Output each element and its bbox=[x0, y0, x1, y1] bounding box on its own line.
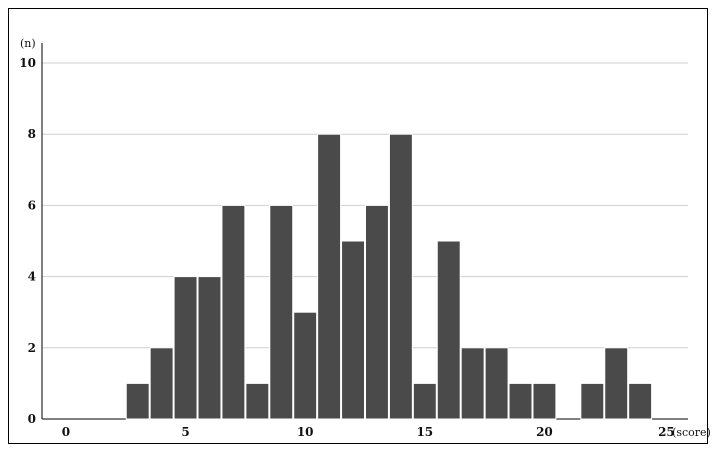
bar-score-18 bbox=[484, 347, 509, 420]
y-tick-label-2: 2 bbox=[28, 341, 36, 355]
bar-score-4 bbox=[149, 347, 174, 420]
y-tick-label-8: 8 bbox=[28, 127, 36, 141]
x-tick-label-0: 0 bbox=[62, 425, 70, 439]
bar-score-10 bbox=[293, 311, 318, 420]
y-tick-label-10: 10 bbox=[19, 56, 36, 70]
x-tick-label-10: 10 bbox=[297, 425, 314, 439]
bar-score-12 bbox=[341, 240, 365, 420]
x-tick-label-20: 20 bbox=[536, 425, 553, 439]
bar-score-6 bbox=[197, 276, 222, 420]
bar-score-9 bbox=[269, 204, 294, 420]
bar-score-17 bbox=[460, 347, 485, 420]
x-tick-label-25: 25 bbox=[658, 425, 675, 439]
y-axis-unit-label: (n) bbox=[20, 37, 36, 50]
y-tick-label-6: 6 bbox=[28, 198, 36, 212]
bar-score-11 bbox=[317, 133, 342, 420]
bar-score-19 bbox=[508, 382, 533, 420]
bar-score-24 bbox=[628, 382, 653, 420]
bar-score-22 bbox=[580, 382, 605, 420]
bar-score-14 bbox=[388, 133, 413, 420]
x-tick-label-5: 5 bbox=[181, 425, 189, 439]
bar-score-3 bbox=[125, 382, 150, 420]
bar-score-20 bbox=[532, 382, 557, 420]
y-tick-label-0: 0 bbox=[28, 412, 36, 426]
y-tick-label-4: 4 bbox=[28, 270, 36, 284]
bar-score-7 bbox=[221, 204, 246, 420]
bar-score-8 bbox=[245, 382, 270, 420]
bar-score-5 bbox=[173, 276, 198, 420]
bar-score-16 bbox=[436, 240, 461, 420]
x-axis-unit-label: (score) bbox=[672, 426, 711, 439]
x-tick-label-15: 15 bbox=[416, 425, 433, 439]
bar-score-15 bbox=[412, 382, 437, 420]
bar-score-13 bbox=[365, 204, 389, 420]
bar-score-23 bbox=[604, 347, 629, 420]
